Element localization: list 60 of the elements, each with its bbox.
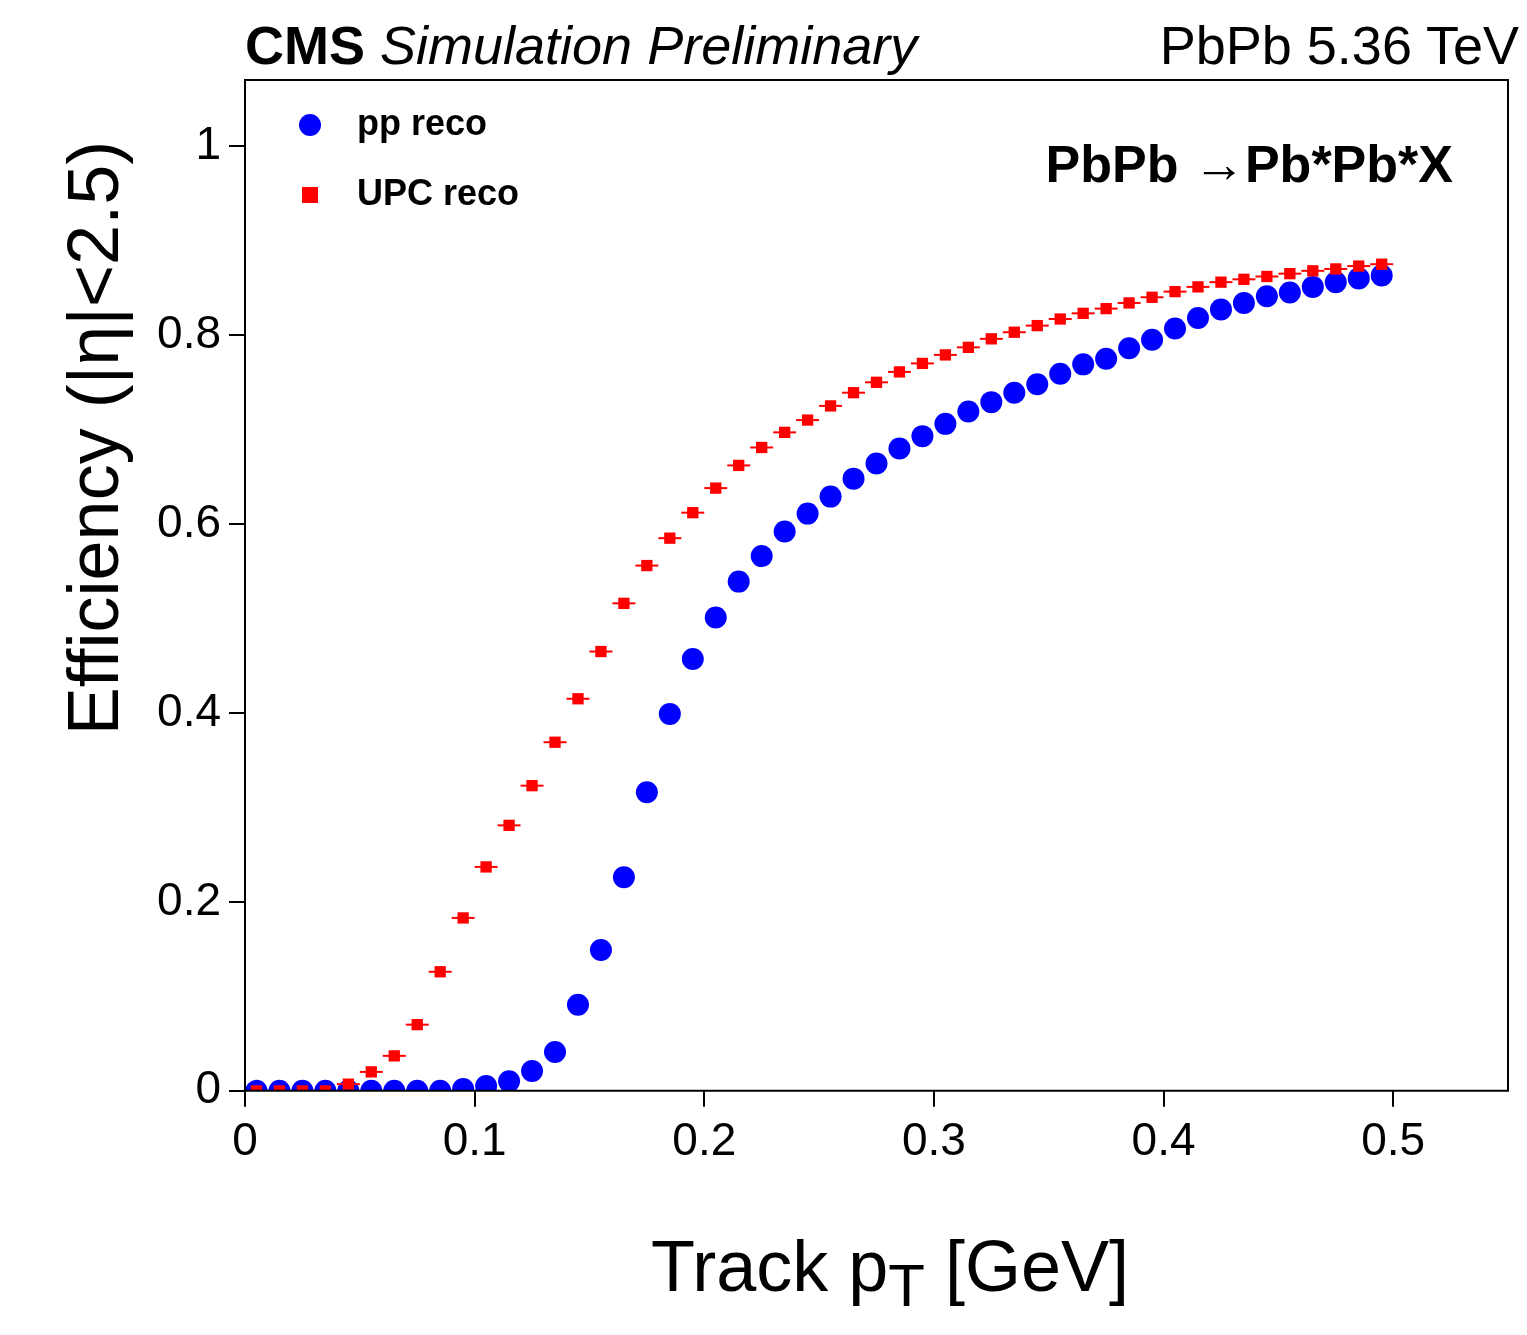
point xyxy=(1209,298,1232,321)
y-tick-label: 1 xyxy=(195,116,221,169)
point xyxy=(727,570,750,593)
point xyxy=(1192,281,1204,293)
x-tick-label: 0.1 xyxy=(442,1113,507,1166)
point xyxy=(1123,297,1135,309)
point xyxy=(773,520,796,543)
x-axis-title: Track p$_{T}$ [GeV] xyxy=(650,1226,1129,1320)
x-tick-label: 0.4 xyxy=(1131,1113,1196,1166)
point xyxy=(498,1070,521,1091)
annotation: PbPb →Pb*Pb*X xyxy=(1045,135,1454,194)
x-tick-label: 0.2 xyxy=(672,1113,737,1166)
point xyxy=(1164,317,1187,340)
point xyxy=(480,861,492,873)
point xyxy=(1278,281,1301,304)
point xyxy=(658,702,681,725)
x-tick-label: 0.5 xyxy=(1361,1113,1426,1166)
y-tick-label: 0.6 xyxy=(157,494,221,547)
y-tick-label: 0.2 xyxy=(157,872,221,925)
point xyxy=(1141,328,1164,351)
x-tick-label: 0.3 xyxy=(901,1113,966,1166)
point xyxy=(819,485,842,508)
point xyxy=(865,452,888,475)
y-axis-title: Efficiency (|η|<2.5) xyxy=(53,140,134,736)
text: PbPb 5.36 TeV xyxy=(1159,15,1519,75)
point xyxy=(888,437,911,460)
point xyxy=(612,866,635,889)
x-tick-label: 0 xyxy=(232,1113,258,1166)
point xyxy=(1186,307,1209,330)
point xyxy=(1255,285,1278,308)
point xyxy=(681,648,704,671)
point xyxy=(1118,337,1141,360)
point xyxy=(635,781,658,804)
point xyxy=(750,545,773,568)
point xyxy=(1301,275,1324,298)
point xyxy=(704,606,727,629)
point xyxy=(1232,291,1255,314)
point xyxy=(980,391,1003,414)
point xyxy=(521,1059,544,1082)
point xyxy=(1072,353,1095,376)
y-tick-label: 0.8 xyxy=(157,305,221,358)
point xyxy=(934,412,957,435)
chart-title: CMS xyxy=(245,15,365,75)
point xyxy=(457,912,469,924)
point xyxy=(566,993,589,1016)
point xyxy=(544,1041,567,1064)
y-tick-label: 0.4 xyxy=(157,683,221,736)
point xyxy=(1095,347,1118,370)
y-tick-label: 0 xyxy=(195,1061,221,1114)
point xyxy=(957,400,980,423)
point xyxy=(589,939,612,962)
point xyxy=(842,467,865,490)
point xyxy=(796,502,819,525)
legend-label: pp reco xyxy=(357,101,488,143)
legend-label: UPC reco xyxy=(357,171,520,213)
chart-subtitle: Simulation Preliminary xyxy=(380,15,918,75)
point xyxy=(1026,373,1049,396)
point xyxy=(1049,362,1072,385)
point xyxy=(911,425,934,448)
point xyxy=(1003,381,1026,404)
